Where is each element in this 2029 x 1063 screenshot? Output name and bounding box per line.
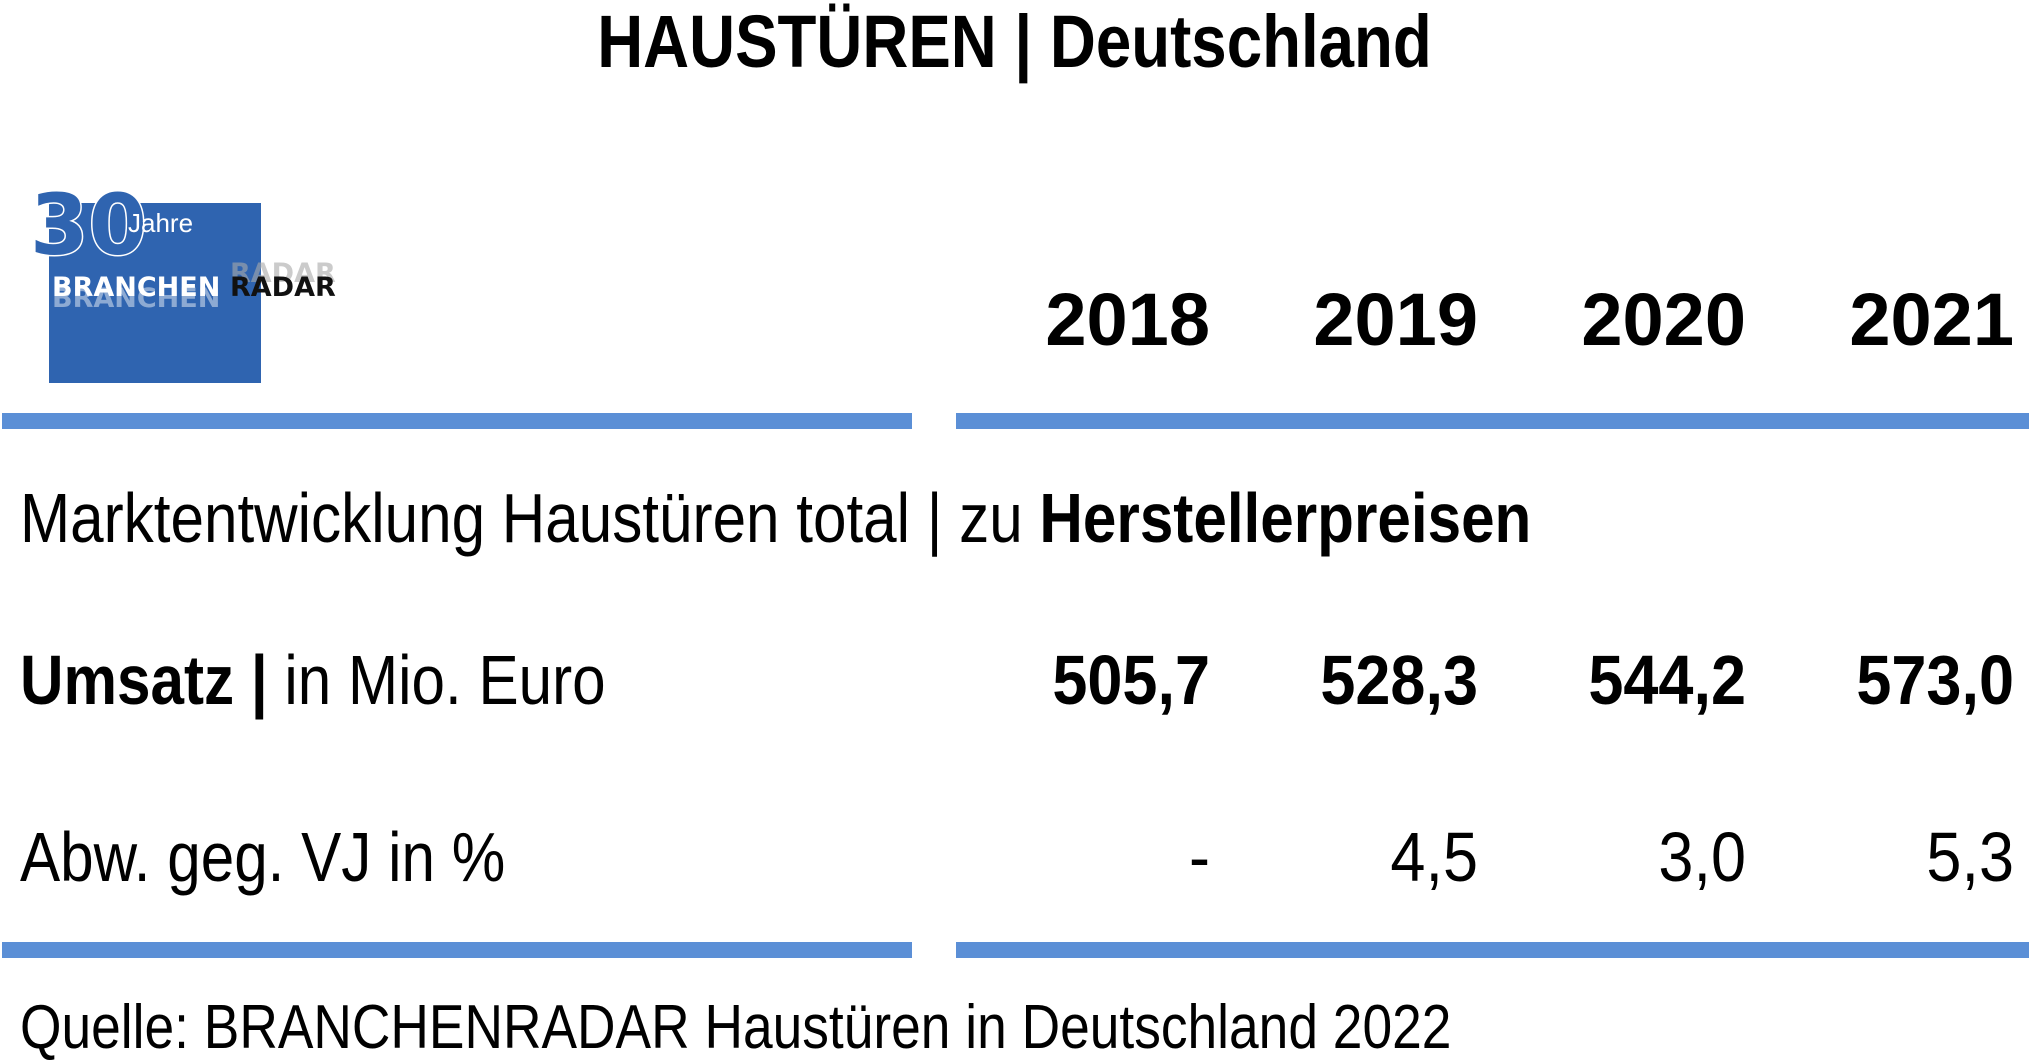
logo-number: 30 [30,176,147,274]
umsatz-2019: 528,3 [1320,641,1478,719]
umsatz-label-bold: Umsatz | [20,641,268,719]
abw-2020: 3,0 [1658,818,1746,896]
logo-blue-square [49,203,261,383]
logo-jahre: Jahre [128,208,193,238]
year-2019: 2019 [1313,278,1478,361]
logo-brand-right-shadow: RADAR [230,258,336,289]
abw-2019: 4,5 [1390,818,1478,896]
umsatz-2021: 573,0 [1856,641,2014,719]
umsatz-2020: 544,2 [1588,641,1746,719]
page-title: HAUSTÜREN | Deutschland [597,0,1432,83]
top-rule-left [2,413,912,429]
umsatz-2018: 505,7 [1052,641,1210,719]
abw-2021: 5,3 [1926,818,2014,896]
table-subtitle: Marktentwicklung Haustüren total | zu He… [20,478,1531,558]
umsatz-label: Umsatz | in Mio. Euro [20,640,606,720]
year-2021: 2021 [1849,278,2014,361]
logo-graphic: 30 Jahre BRANCHEN BRANCHEN RADAR RADAR [29,175,336,383]
bottom-rule-left [2,942,912,958]
logo-brand-left: BRANCHEN [52,272,220,303]
branchenradar-logo: 30 Jahre BRANCHEN BRANCHEN RADAR RADAR [29,170,370,390]
abw-label: Abw. geg. VJ in % [20,818,506,896]
logo-brand-right: RADAR [230,272,336,303]
logo-brand-shadow: BRANCHEN [52,283,220,314]
top-rule-right [956,413,2029,429]
source-note: Quelle: BRANCHENRADAR Haustüren in Deuts… [20,993,1452,1062]
bottom-rule-right [956,942,2029,958]
subtitle-bold: Herstellerpreisen [1039,479,1532,557]
abw-2018: - [1189,818,1210,896]
year-2020: 2020 [1581,278,1746,361]
umsatz-label-rest: in Mio. Euro [267,641,606,719]
year-2018: 2018 [1045,278,1210,361]
subtitle-plain: Marktentwicklung Haustüren total | zu [20,479,1040,557]
